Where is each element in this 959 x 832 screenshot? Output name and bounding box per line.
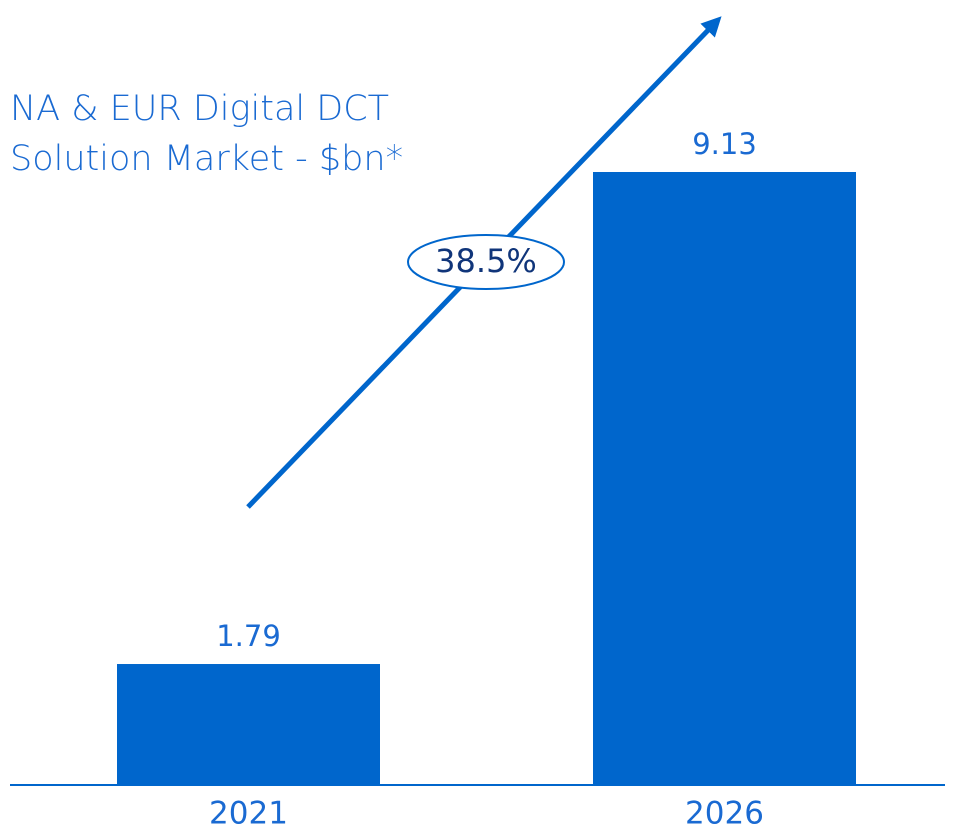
value-label: 9.13	[692, 127, 757, 161]
value-label: 1.79	[216, 619, 281, 653]
bar	[117, 664, 380, 784]
annotation-ellipse	[407, 234, 565, 290]
x-tick-label: 2021	[209, 796, 288, 832]
chart-title: NA & EUR Digital DCT Solution Market - $…	[10, 89, 404, 179]
x-tick-label: 2026	[685, 796, 764, 832]
annotation: 38.5%	[435, 242, 537, 280]
bar	[593, 172, 856, 784]
